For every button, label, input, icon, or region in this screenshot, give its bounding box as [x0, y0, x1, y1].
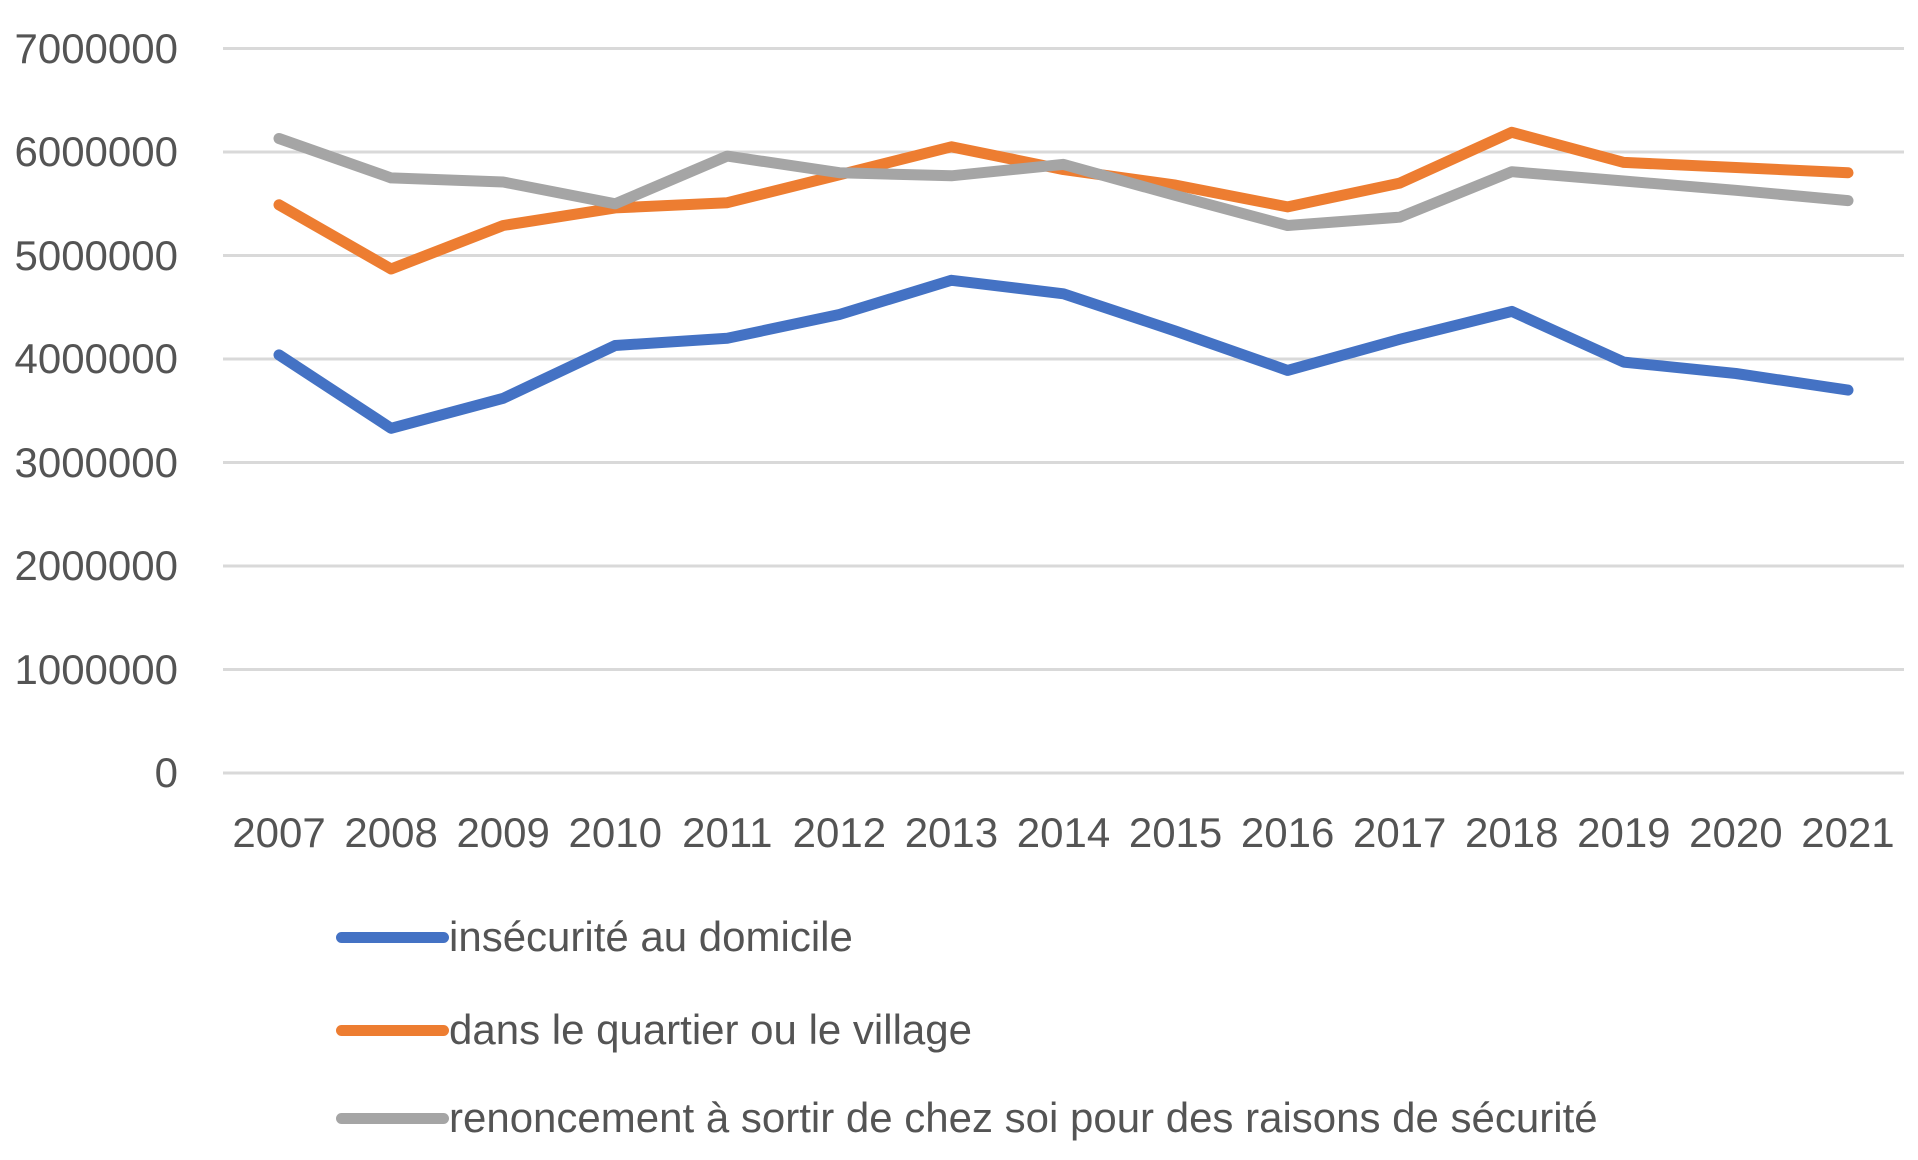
- x-axis-tick-label: 2014: [1016, 809, 1111, 856]
- legend-swatch-line: [336, 931, 449, 943]
- x-axis-tick-label: 2007: [232, 809, 326, 856]
- legend-item: insécurité au domicile: [336, 909, 853, 965]
- y-axis-tick-label: 3000000: [14, 438, 178, 486]
- legend-label: renoncement à sortir de chez soi pour de…: [449, 1094, 1598, 1141]
- y-axis-tick-label: 7000000: [14, 24, 178, 72]
- legend-swatch-line: [336, 1024, 449, 1036]
- y-axis-tick-label: 0: [154, 749, 178, 796]
- x-axis-tick-label: 2016: [1240, 809, 1335, 856]
- legend-swatch-line: [336, 1112, 449, 1124]
- x-axis-tick-label: 2012: [792, 809, 887, 856]
- legend-label: insécurité au domicile: [449, 913, 853, 960]
- y-axis-tick-label: 1000000: [14, 645, 178, 693]
- series-line-0: [273, 274, 1854, 434]
- x-axis-tick-label: 2008: [344, 809, 438, 856]
- legend-item: renoncement à sortir de chez soi pour de…: [336, 1090, 1598, 1146]
- x-axis-tick-label: 2019: [1577, 809, 1671, 856]
- legend-item: dans le quartier ou le village: [336, 1002, 972, 1058]
- legend-label: dans le quartier ou le village: [449, 1006, 972, 1053]
- x-axis-tick-label: 2011: [682, 809, 773, 856]
- x-axis-tick-label: 2020: [1689, 809, 1783, 856]
- y-axis-tick-label: 5000000: [14, 231, 178, 279]
- x-axis-tick-label: 2018: [1465, 809, 1559, 856]
- y-axis-tick-label: 2000000: [14, 542, 178, 589]
- x-axis-tick-label: 2017: [1352, 809, 1447, 856]
- x-axis-tick-label: 2021: [1801, 809, 1895, 856]
- y-axis-tick-label: 6000000: [14, 128, 178, 175]
- x-axis-tick-label: 2015: [1128, 809, 1223, 856]
- x-axis-tick-label: 2010: [568, 809, 662, 856]
- y-axis-tick-label: 4000000: [14, 335, 178, 382]
- series-line-2: [273, 133, 1854, 231]
- x-axis-tick-label: 2009: [456, 809, 550, 856]
- x-axis-tick-label: 2013: [904, 809, 999, 856]
